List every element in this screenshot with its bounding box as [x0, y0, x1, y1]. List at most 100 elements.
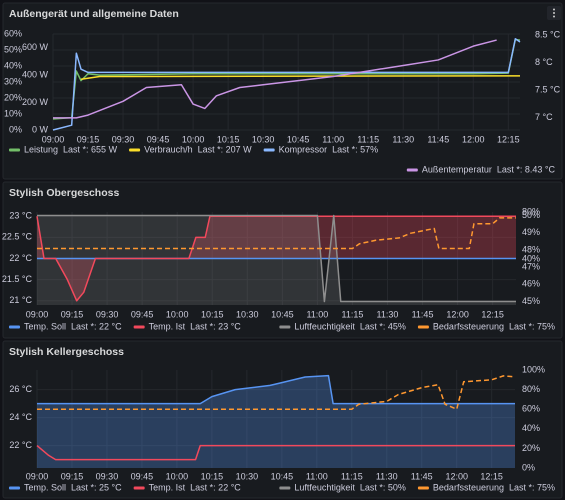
x-tick-label: 12:00	[446, 309, 469, 319]
x-tick-label: 10:00	[182, 134, 205, 144]
y-tick-label: 100%	[522, 364, 545, 374]
y-tick-label: 47%	[522, 261, 540, 271]
x-tick-label: 11:15	[342, 309, 364, 319]
y-tick-label: 0 W	[32, 124, 49, 134]
x-tick-label: 09:15	[61, 471, 84, 481]
legend-swatch	[133, 486, 145, 490]
legend-last: Last *: 22 °C	[190, 482, 241, 492]
legend-label: Luftfeuchtigkeit	[294, 482, 355, 492]
legend-last: Last *: 75%	[509, 321, 555, 331]
series-line	[36, 444, 515, 461]
series-line	[53, 39, 497, 119]
x-tick-label: 11:45	[427, 134, 449, 144]
x-tick-label: 09:45	[131, 471, 154, 481]
y-tick-label: 20%	[522, 443, 540, 453]
legend-swatch	[406, 168, 418, 172]
legend-swatch	[263, 148, 275, 152]
x-tick-label: 10:45	[271, 309, 294, 319]
x-tick-label: 10:15	[201, 309, 224, 319]
y-tick-label: 21 °C	[9, 295, 32, 305]
series-line	[37, 375, 516, 410]
y-tick-label: 21.5 °C	[2, 274, 33, 284]
legend-last: Last *: 207 W	[198, 144, 253, 154]
y-tick-label: 45%	[522, 296, 540, 306]
panel	[2, 340, 563, 499]
series-line	[37, 374, 515, 405]
legend-label: Temp. Soll	[24, 321, 66, 331]
legend-label: Temp. Ist	[149, 482, 186, 492]
y-tick-label: 40%	[522, 423, 540, 433]
legend-last: Last *: 45%	[360, 321, 406, 331]
y-tick-label: 10%	[4, 108, 22, 118]
x-tick-label: 11:30	[376, 471, 398, 481]
legend-last: Last *: 75%	[509, 482, 555, 492]
legend-label: Kompressor	[279, 144, 328, 154]
x-tick-label: 09:00	[42, 134, 65, 144]
y-tick-label: 0%	[9, 124, 22, 134]
series-line	[37, 214, 516, 303]
y-tick-label: 80%	[522, 384, 540, 394]
y-tick-label: 40%	[522, 253, 540, 263]
x-tick-label: 12:15	[480, 471, 503, 481]
legend-label: Bedarfssteuerung	[433, 482, 504, 492]
x-tick-label: 10:00	[166, 309, 189, 319]
legend-last: Last *: 8.43 °C	[497, 164, 556, 174]
y-tick-label: 600 W	[22, 42, 49, 52]
y-tick-label: 46%	[522, 279, 540, 289]
x-tick-label: 12:15	[497, 134, 520, 144]
panel-title: Stylish Obergeschoss	[9, 187, 119, 199]
panel	[2, 2, 563, 180]
legend-label: Verbrauch/h	[144, 144, 193, 154]
x-tick-label: 12:00	[462, 134, 485, 144]
legend-label: Außentemperatur	[422, 164, 492, 174]
series-area	[37, 215, 516, 305]
y-tick-label: 7 °C	[535, 112, 553, 122]
panel-menu[interactable]	[547, 6, 561, 20]
x-tick-label: 12:00	[445, 471, 468, 481]
x-tick-label: 09:30	[96, 471, 119, 481]
x-tick-label: 10:15	[201, 471, 224, 481]
y-tick-label: 22 °C	[9, 440, 32, 450]
x-tick-label: 10:45	[271, 471, 294, 481]
legend-swatch	[133, 325, 145, 329]
legend-last: Last *: 57%	[332, 144, 378, 154]
x-tick-label: 11:00	[306, 471, 328, 481]
y-tick-label: 50%	[4, 44, 22, 54]
y-tick-label: 48%	[522, 244, 540, 254]
x-tick-label: 11:30	[392, 134, 414, 144]
menu-dot	[553, 8, 555, 11]
legend-label: Leistung	[24, 144, 58, 154]
x-tick-label: 09:00	[26, 309, 49, 319]
legend-last: Last *: 50%	[360, 482, 406, 492]
legend-swatch	[279, 325, 291, 329]
y-tick-label: 40%	[4, 60, 22, 70]
panel-title: Außengerät und allgemeine Daten	[9, 8, 179, 20]
y-tick-label: 22 °C	[9, 253, 32, 263]
x-tick-label: 11:30	[377, 309, 399, 319]
legend-label: Bedarfssteuerung	[433, 321, 504, 331]
legend-label: Temp. Soll	[24, 482, 66, 492]
menu-dot	[553, 15, 555, 18]
legend: Außentemperatur Last *: 8.43 °C	[406, 164, 556, 174]
legend: Luftfeuchtigkeit Last *: 45% Bedarfssteuer…	[279, 321, 555, 331]
x-tick-label: 11:45	[411, 471, 433, 481]
y-tick-label: 8 °C	[535, 57, 553, 67]
x-tick-label: 09:45	[147, 134, 170, 144]
x-tick-label: 09:30	[96, 309, 119, 319]
y-tick-label: 20%	[4, 92, 22, 102]
series-line	[36, 215, 516, 302]
y-tick-label: 200 W	[22, 97, 49, 107]
y-tick-label: 80%	[522, 206, 540, 216]
legend-last: Last *: 22 °C	[71, 321, 122, 331]
legend-swatch	[9, 148, 20, 152]
x-tick-label: 11:45	[412, 309, 434, 319]
series-line	[52, 38, 521, 131]
x-tick-label: 09:30	[112, 134, 135, 144]
x-tick-label: 09:15	[77, 134, 100, 144]
menu-dot	[553, 12, 555, 14]
y-tick-label: 60%	[522, 404, 540, 414]
x-tick-label: 09:00	[26, 471, 49, 481]
y-tick-label: 22.5 °C	[2, 232, 33, 242]
x-tick-label: 11:15	[357, 134, 379, 144]
legend-label: Luftfeuchtigkeit	[294, 321, 355, 331]
